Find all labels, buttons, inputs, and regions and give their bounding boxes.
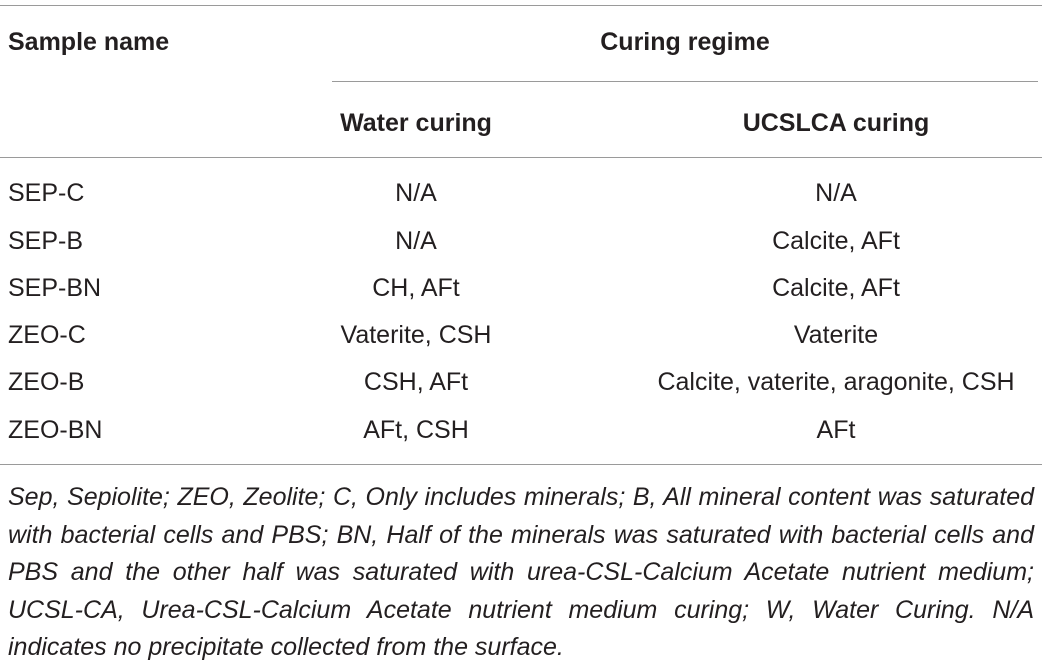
table-row-water: N/A: [395, 227, 437, 255]
top-rule: [0, 5, 1042, 6]
table-row-ucslca: Calcite, AFt: [772, 227, 900, 255]
table-row-sample: SEP-B: [8, 227, 84, 255]
table-row-water: AFt, CSH: [363, 416, 469, 444]
table-row-ucslca: AFt: [816, 416, 856, 444]
table-row-water: CH, AFt: [372, 274, 460, 302]
table-row-water: Vaterite, CSH: [340, 321, 492, 349]
table-row-sample: ZEO-B: [8, 368, 85, 396]
table-row-ucslca: Vaterite: [793, 321, 879, 349]
table-row-ucslca: Calcite, AFt: [772, 274, 900, 302]
table-row-sample: SEP-BN: [8, 274, 102, 302]
header-water-curing: Water curing: [340, 109, 492, 137]
table-row-water: N/A: [395, 179, 437, 207]
table-row-ucslca: N/A: [815, 179, 857, 207]
header-ucslca-curing: UCSLCA curing: [742, 109, 930, 137]
table-row-sample: ZEO-C: [8, 321, 86, 349]
header-curing-regime: Curing regime: [600, 28, 770, 56]
header-sample-name: Sample name: [8, 28, 170, 56]
table-row-ucslca: Calcite, vaterite, aragonite, CSH: [657, 368, 1015, 396]
table-row-water: CSH, AFt: [363, 368, 469, 396]
header-bottom-rule: [0, 157, 1042, 158]
table-footnote: Sep, Sepiolite; ZEO, Zeolite; C, Only in…: [8, 483, 1034, 661]
table-bottom-rule: [0, 464, 1042, 465]
table-row-sample: SEP-C: [8, 179, 85, 207]
table-row-sample: ZEO-BN: [8, 416, 103, 444]
curing-regime-underline: [332, 81, 1038, 82]
